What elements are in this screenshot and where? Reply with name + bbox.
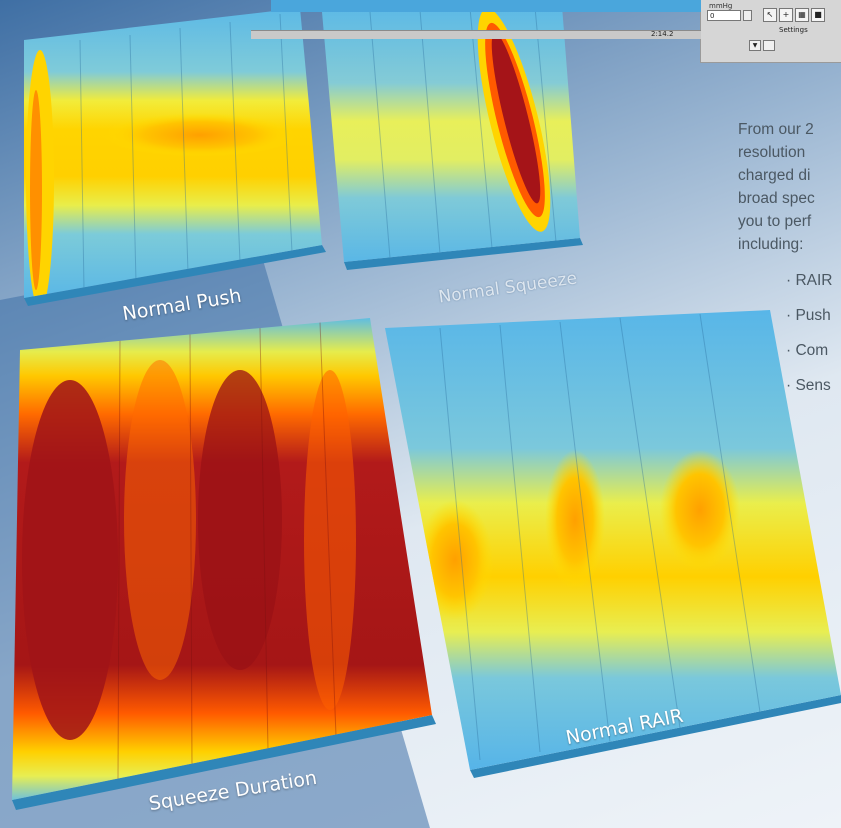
bullet-item: · Com [786,342,829,359]
squeeze-duration-plot [12,318,436,810]
settings-label: Settings [779,26,808,34]
software-title-bar [271,0,701,12]
scroll-button[interactable] [763,40,775,51]
normal-squeeze-plot [322,6,583,270]
stop-tool-icon[interactable]: ■ [811,8,825,22]
bullet-list: · RAIR · Push · Com · Sens [738,269,841,397]
unit-label: mmHg [709,2,733,10]
grid-tool-icon[interactable]: ▦ [795,8,809,22]
description-line: resolution [738,144,806,161]
pressure-input[interactable]: 0 [707,10,741,21]
bullet-item: · RAIR [786,272,833,289]
pressure-spinner[interactable] [743,10,752,21]
description-line: charged di [738,167,811,184]
description-line: including: [738,236,804,253]
scroll-down-icon[interactable]: ▼ [749,40,761,51]
normal-push-plot [24,8,326,306]
software-toolbar: 2:14.2 mmHg 0 ↖ + ▦ ■ Settings ▼ [251,0,841,63]
bullet-item: · Push [786,307,831,324]
bullet-item: · Sens [786,377,831,394]
normal-rair-plot [385,310,841,778]
time-readout: 2:14.2 [651,30,674,38]
description-line: broad spec [738,190,815,207]
timeline-strip [251,30,701,39]
description-line: you to perf [738,213,812,230]
cursor-tool-icon[interactable]: ↖ [763,8,777,22]
zoom-tool-icon[interactable]: + [779,8,793,22]
description-text: From our 2 resolution charged di broad s… [738,118,841,409]
description-line: From our 2 [738,121,814,138]
